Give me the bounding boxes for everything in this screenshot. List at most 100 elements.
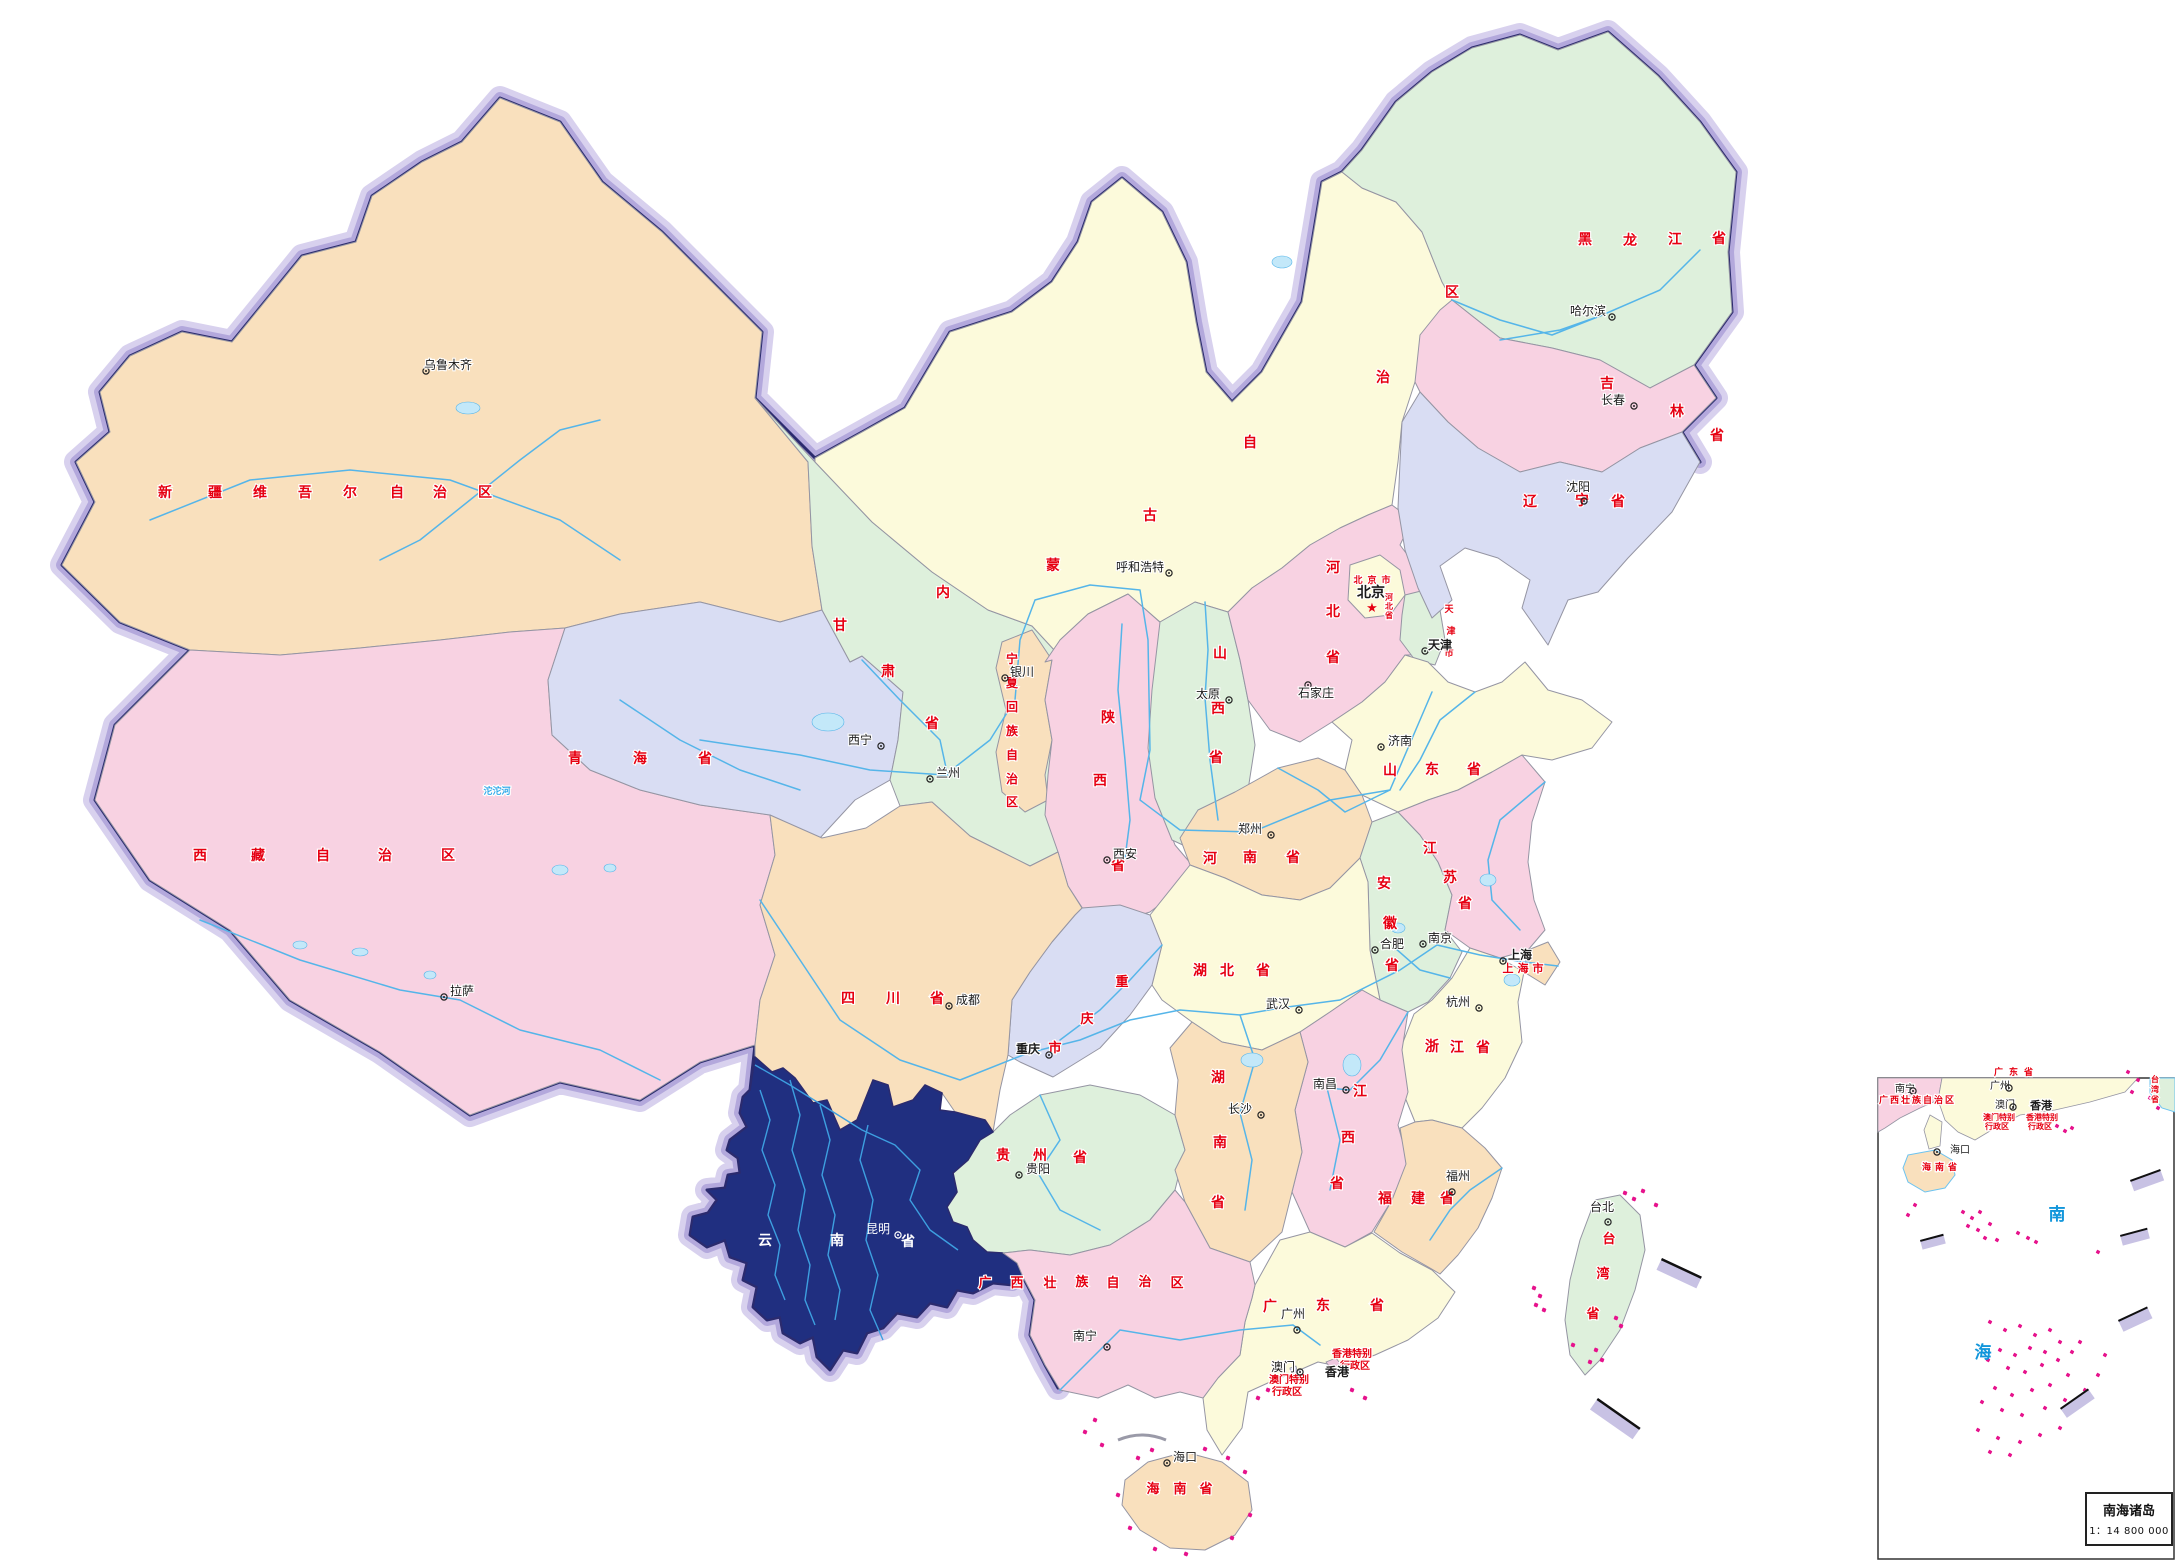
province-label-char-sichuan-0: 四 [841, 991, 855, 1007]
city-marker-ring [894, 1231, 902, 1239]
city-marker-icon [1295, 1006, 1303, 1014]
inset-island-dot-20 [1987, 1319, 1993, 1325]
province-label-char-shandong-2: 省 [1466, 761, 1481, 778]
province-label-char-gansu-2: 省 [924, 715, 939, 732]
province-label-char-hunan-2: 省 [1210, 1194, 1225, 1211]
city-marker-ring [1630, 402, 1638, 410]
island-dot-20 [1242, 1469, 1248, 1475]
lake-4 [1240, 1052, 1264, 1068]
inset-island-dot-58 [1905, 1212, 1911, 1218]
city-marker-icon [894, 1231, 902, 1239]
river-18 [1059, 944, 1163, 1041]
city-label-23: 重庆 [1016, 1041, 1040, 1056]
hongkong-region[interactable] [1325, 1357, 1343, 1371]
province-label-char-hebei-1: 北 [1326, 604, 1340, 620]
province-label-char-shanghai-2: 市 [1533, 961, 1544, 975]
inset-island-dot-12 [1975, 1227, 1981, 1233]
province-label-char-sichuan-1: 川 [885, 991, 900, 1007]
inset-island-dot-27 [2027, 1345, 2033, 1351]
city-label-18: 上海 [1508, 947, 1532, 962]
province-label-char-qinghai-0: 青 [568, 750, 582, 767]
province-label-char-liaoning-0: 辽 [1523, 494, 1538, 510]
province-label-char-shanghai-0: 上 [1503, 961, 1514, 975]
city-marker-dot [1296, 1329, 1298, 1331]
city-marker-dot [1168, 572, 1170, 574]
city-label-33: 海口 [1173, 1449, 1197, 1464]
province-label-char-xinjiang-7: 区 [478, 485, 492, 501]
province-label-char-neimenggu-5: 区 [1445, 285, 1459, 301]
province-label-char-guizhou-1: 州 [1032, 1148, 1047, 1164]
province-label-char-zhejiang-2: 省 [1475, 1039, 1490, 1056]
island-dot-13 [1362, 1395, 1368, 1401]
city-marker-icon [1580, 497, 1588, 505]
island-dot-2 [1640, 1188, 1646, 1194]
river-8 [1277, 767, 1391, 813]
river-15 [1394, 947, 1451, 979]
river-1 [379, 419, 601, 561]
province-label-char-guangdong-1: 东 [1316, 1297, 1330, 1314]
inset-label-inset-hongkong: 香港 [2029, 1098, 2053, 1112]
city-marker-icon [1630, 402, 1638, 410]
city-marker-icon [1371, 946, 1379, 954]
inset-island-dot-38 [2047, 1382, 2053, 1388]
island-dot-27 [1092, 1417, 1098, 1423]
city-label-3: 沈阳 [1566, 479, 1590, 494]
city-marker-dot [1611, 316, 1613, 318]
city-label-6: 天津 [1428, 637, 1452, 652]
city-marker-icon [1103, 856, 1111, 864]
city-marker-ring [2009, 1103, 2017, 1111]
city-label-2: 长春 [1601, 393, 1625, 407]
river-10 [1117, 623, 1131, 859]
city-label-30: 澳门 [1271, 1359, 1295, 1374]
lake-8 [551, 864, 569, 876]
inset-island-dot-21 [2002, 1327, 2008, 1333]
province-liaoning[interactable] [1397, 391, 1701, 646]
province-yunnan[interactable] [689, 1056, 1024, 1371]
city-label-32: 南宁 [1073, 1328, 1097, 1343]
province-label-char-shanxi-1: 西 [1211, 701, 1225, 717]
city-marker-dot [1424, 650, 1426, 652]
inset-hainan-shape [1902, 1149, 1956, 1193]
city-marker-ring [1045, 1051, 1053, 1059]
city-marker-icon [1001, 674, 1009, 682]
inset-guangdong-shape [1937, 1077, 2139, 1141]
inset-island-dot-32 [2022, 1369, 2028, 1375]
province-guangxi[interactable] [1002, 1189, 1256, 1399]
city-marker-icon [1377, 743, 1385, 751]
city-label-22: 成都 [956, 993, 980, 1007]
province-label-char-guangxi-1: 西 [1010, 1276, 1023, 1291]
province-hunan[interactable] [1169, 1021, 1309, 1263]
province-xinjiang[interactable] [61, 97, 823, 656]
province-label-char-shandong-1: 东 [1425, 761, 1439, 778]
province-jiangsu[interactable] [1397, 754, 1546, 959]
province-hainan[interactable] [1121, 1451, 1253, 1551]
province-shandong[interactable] [1331, 654, 1613, 813]
province-label-char-yunnan-0: 云 [758, 1233, 772, 1249]
extra-label-hongkong-sar-2: 行政区 [1339, 1359, 1370, 1372]
inset-label-inset-macau-sar1: 澳门特别 [1983, 1112, 2015, 1122]
city-marker-icon [1419, 940, 1427, 948]
province-label-char-anhui-0: 安 [1377, 875, 1391, 892]
inset-bar-edge [2060, 1388, 2089, 1410]
province-label-char-guangdong-2: 省 [1369, 1297, 1384, 1314]
city-marker-icon [1448, 1188, 1456, 1196]
inset-island-dot-30 [1985, 1357, 1991, 1363]
city-marker-dot [1298, 1009, 1300, 1011]
province-label-char-beijing-0: 北 [1353, 574, 1362, 586]
province-fujian[interactable] [1373, 1119, 1503, 1275]
label-layer: 新疆维吾尔自治区西藏自治区青海省甘肃省内蒙古自治区宁夏回族自治区陕西省山西省河北… [157, 229, 1727, 1498]
inset-island-dot-39 [2029, 1387, 2035, 1393]
island-dot-0 [1622, 1190, 1628, 1196]
province-label-char-ningxia-0: 宁 [1006, 651, 1018, 666]
province-ningxia[interactable] [995, 629, 1053, 813]
inset-island-dot-31 [2005, 1365, 2011, 1371]
city-marker-dot [1451, 1191, 1453, 1193]
island-dot-11 [1541, 1307, 1547, 1313]
yunnan-river-2 [819, 1104, 841, 1321]
province-beijing[interactable] [1347, 554, 1406, 619]
province-label-char-ningxia-5: 治 [1006, 771, 1018, 786]
city-marker-icon [1475, 1004, 1483, 1012]
city-label-19: 杭州 [1446, 994, 1470, 1009]
